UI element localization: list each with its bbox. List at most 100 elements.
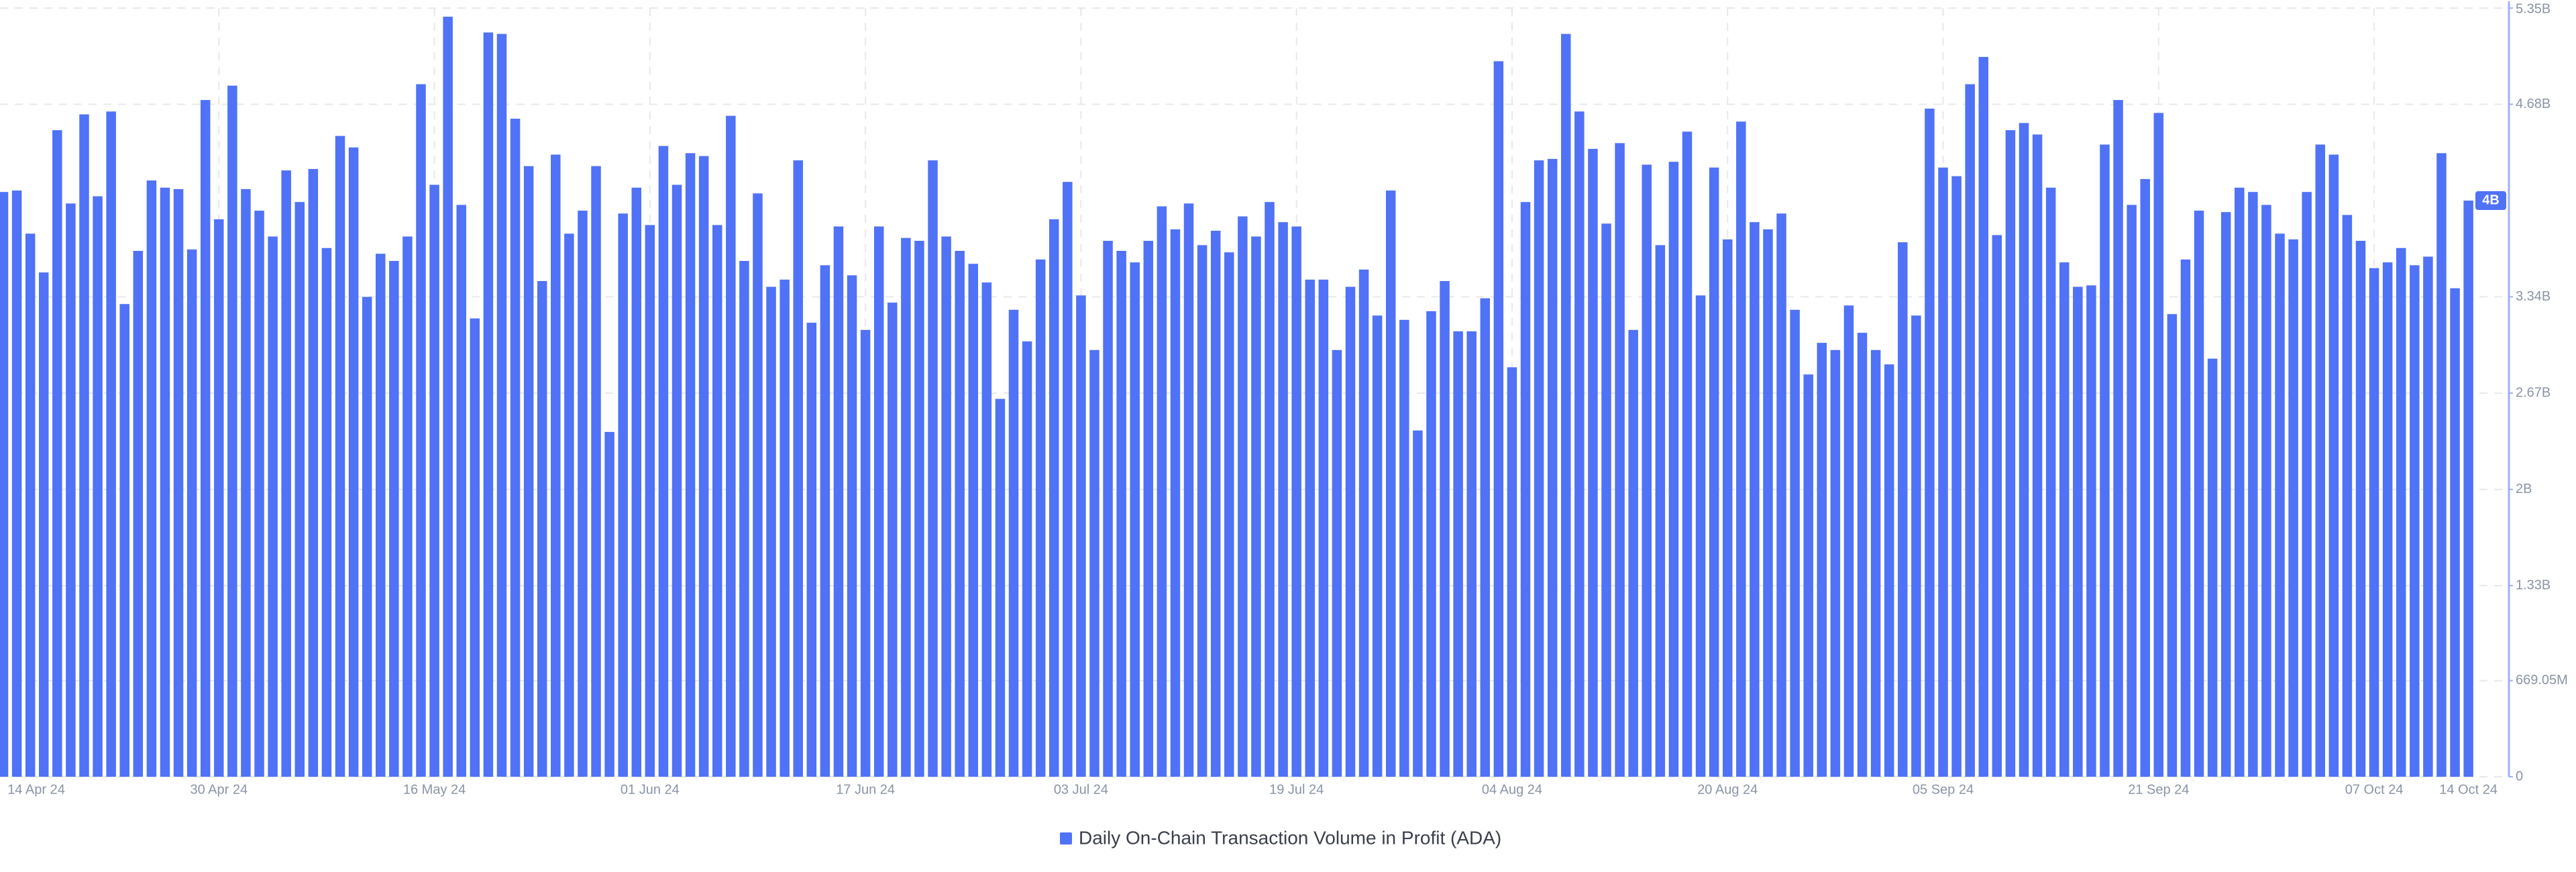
bar [1049,219,1059,777]
bar [672,184,682,777]
bar [335,135,345,777]
bar [2328,154,2339,777]
bar [2261,205,2271,777]
bar [1588,148,1598,777]
bar [1305,279,1316,777]
bar [402,236,413,777]
bar [1763,229,1773,777]
x-tick-label: 07 Oct 24 [2345,782,2404,797]
x-tick-label: 03 Jul 24 [1054,782,1108,797]
bar [995,398,1006,777]
bar [2369,268,2379,777]
bar [2180,259,2191,777]
bar [2113,100,2123,777]
legend-swatch [1060,832,1072,844]
bar [591,166,601,777]
bar [873,226,884,777]
bar [2019,123,2029,777]
bar [766,286,776,777]
bar [1655,245,1666,777]
bar [1210,231,1221,777]
bar [11,190,22,777]
bar [241,188,251,777]
bar [321,248,332,777]
bar [1951,176,1962,777]
bar [375,254,386,777]
bar [780,279,790,777]
bar [1035,259,1046,777]
bar [2100,144,2110,777]
bar [1776,213,1786,777]
bar [1413,430,1423,777]
bar [1183,203,1194,777]
bar [1615,143,1625,777]
bar [928,160,938,777]
bar [658,146,669,777]
bar [2140,178,2150,777]
bar [1938,167,1948,777]
bar [631,187,642,777]
bar [753,193,763,777]
x-tick-label: 05 Sep 24 [1913,782,1974,797]
bar [860,329,871,777]
bar [1480,298,1491,777]
bar [1547,158,1558,777]
bar [1843,305,1854,777]
bar [1224,252,1234,777]
x-tick-label: 20 Aug 24 [1697,782,1758,797]
bar [1628,329,1638,777]
bar [1803,374,1813,777]
bar [1130,262,1140,777]
bar [1965,84,1975,777]
bar [2167,314,2178,777]
bar [712,225,722,777]
x-tick-label: 16 May 24 [403,782,466,797]
bar [1682,131,1693,777]
bar [2396,248,2406,777]
bar [1251,236,1261,777]
bar [1884,364,1894,777]
y-tick-label: 1.33B [2516,578,2551,592]
bar [389,261,399,777]
bar [914,241,924,777]
bar [1493,61,1504,777]
bar [1143,241,1154,777]
bar [604,431,614,777]
bar [1157,206,1167,777]
bar [2288,239,2298,777]
bar [2355,241,2366,777]
bar [2086,285,2096,777]
bar [1534,160,1544,777]
bar [0,192,9,777]
bar [2127,205,2137,777]
bar [1911,315,1921,777]
bar [1898,242,1908,777]
bar [227,85,237,777]
y-tick-label: 2B [2516,482,2532,496]
bar [456,205,466,777]
legend-label: Daily On-Chain Transaction Volume in Pro… [1079,827,1501,848]
bar [2423,256,2433,777]
bar [496,34,507,777]
bar [1520,202,1531,777]
bar [685,153,696,777]
bar [2045,187,2056,777]
bar [470,318,480,777]
bar [564,233,574,777]
bar [1722,239,1733,777]
bar [1978,56,1989,777]
bar [2153,113,2164,777]
bar [2450,288,2460,777]
bar [1426,311,1436,777]
bar [294,202,305,777]
bars [0,16,2473,777]
bar [1453,331,1463,777]
bar [443,16,453,777]
bar [1022,341,1032,777]
bar [1830,349,1841,777]
bar [1574,111,1585,777]
bar [348,147,359,777]
bar [1925,108,1935,777]
bar [429,184,439,777]
